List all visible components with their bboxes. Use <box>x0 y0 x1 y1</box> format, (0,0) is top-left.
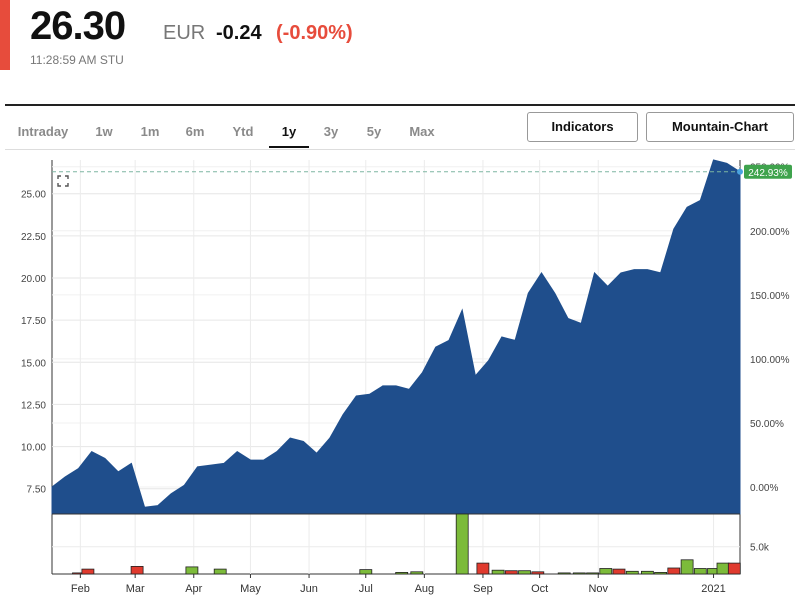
y-tick-label: 7.50 <box>27 485 47 496</box>
volume-bar <box>359 569 373 575</box>
last-price: 26.30 <box>30 4 126 48</box>
y-right-tick-label: 50.00% <box>750 419 784 430</box>
volume-bar <box>410 571 424 575</box>
header-divider <box>5 104 795 106</box>
last-value-badge-label: 242.93% <box>748 168 788 179</box>
last-value-marker <box>737 168 743 175</box>
price-change: -0.24 <box>216 22 262 44</box>
y-tick-label: 20.00 <box>21 274 46 285</box>
y-tick-label: 10.00 <box>21 443 46 454</box>
volume-bar <box>680 559 694 575</box>
currency: EUR <box>163 22 206 44</box>
volume-bar <box>727 562 741 575</box>
volume-bar <box>81 568 95 575</box>
chart-type-button[interactable]: Mountain-Chart <box>646 112 794 142</box>
volume-bar <box>130 566 144 575</box>
volume-bar <box>491 569 505 575</box>
tab-intraday[interactable]: Intraday <box>17 124 69 139</box>
x-tick-label: Jun <box>300 583 318 595</box>
x-tick-label: Aug <box>415 583 435 595</box>
volume-bar <box>716 562 730 575</box>
indicators-button[interactable]: Indicators <box>527 112 638 142</box>
x-tick-label: Sep <box>473 583 493 595</box>
x-tick-label: Nov <box>588 583 608 595</box>
y-tick-label: 15.00 <box>21 358 46 369</box>
volume-bar <box>586 572 599 575</box>
volume-bar <box>185 566 199 575</box>
x-tick-label: Apr <box>185 583 202 595</box>
volume-bar <box>612 568 626 575</box>
y-tick-label: 22.50 <box>21 232 46 243</box>
x-tick-label: 2021 <box>701 583 725 595</box>
volume-bar <box>572 572 586 575</box>
volume-bar <box>531 571 545 575</box>
tab-5y[interactable]: 5y <box>366 124 382 139</box>
volume-bar <box>476 562 490 575</box>
volume-bar <box>667 567 681 575</box>
y-tick-label: 12.50 <box>21 400 46 411</box>
y-right-tick-label: 0.00% <box>750 483 778 494</box>
volume-bar <box>693 568 707 575</box>
tab-1y[interactable]: 1y <box>269 118 309 148</box>
y-right-tick-label: 150.00% <box>750 291 790 302</box>
tab-ytd[interactable]: Ytd <box>232 124 254 139</box>
last-value-badge <box>744 164 792 179</box>
volume-bar <box>455 513 469 575</box>
volume-bar <box>641 570 654 575</box>
price-area-series <box>51 159 741 515</box>
volume-bar <box>654 572 667 575</box>
tabs-divider <box>5 149 795 150</box>
x-tick-label: Jul <box>359 583 373 595</box>
volume-bar <box>213 568 227 575</box>
tab-1w[interactable]: 1w <box>95 124 113 139</box>
x-tick-label: Oct <box>531 583 548 595</box>
expand-icon[interactable] <box>57 175 69 187</box>
x-tick-label: May <box>240 583 261 595</box>
tab-1m[interactable]: 1m <box>140 124 160 139</box>
x-tick-label: Feb <box>71 583 90 595</box>
x-tick-label: Mar <box>126 583 145 595</box>
y-tick-label: 25.00 <box>21 190 46 201</box>
volume-tick-label: 5.0k <box>750 543 770 554</box>
volume-bar <box>625 570 639 575</box>
volume-bar <box>599 568 613 575</box>
y-right-tick-label: 100.00% <box>750 355 790 366</box>
volume-bar <box>557 572 571 575</box>
volume-bar <box>518 570 531 575</box>
quote-accent-bar <box>0 0 10 70</box>
volume-bar <box>395 572 409 575</box>
quote-timestamp: 11:28:59 AM STU <box>30 53 124 67</box>
price-change-percent: (-0.90%) <box>276 22 353 44</box>
tab-3y[interactable]: 3y <box>323 124 339 139</box>
y-right-tick-label: 200.00% <box>750 227 790 238</box>
tab-max[interactable]: Max <box>409 124 435 139</box>
y-tick-label: 17.50 <box>21 316 46 327</box>
volume-bar <box>504 570 518 575</box>
tab-6m[interactable]: 6m <box>185 124 205 139</box>
